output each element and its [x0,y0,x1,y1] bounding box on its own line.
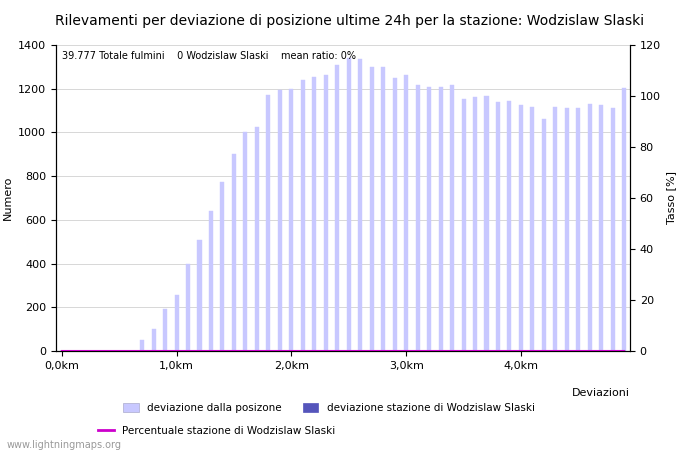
Bar [140,340,144,351]
Bar [554,107,557,351]
Bar [335,65,340,351]
Bar [622,88,626,351]
Y-axis label: Tasso [%]: Tasso [%] [666,171,676,225]
Bar [289,89,293,351]
Bar [186,264,190,351]
Bar [324,75,328,351]
Bar [312,76,316,351]
Bar [519,105,523,351]
Bar [484,96,489,351]
Bar [278,90,282,351]
Bar [473,98,477,351]
Bar [576,108,580,351]
Bar [346,58,351,351]
Bar [267,95,270,351]
Text: Rilevamenti per deviazione di posizione ultime 24h per la stazione: Wodzislaw Sl: Rilevamenti per deviazione di posizione … [55,14,645,27]
Bar [197,239,202,351]
Bar [404,75,408,351]
Bar [542,119,546,351]
Bar [427,86,431,351]
Bar [611,108,615,351]
Text: 39.777 Totale fulmini    0 Wodzislaw Slaski    mean ratio: 0%: 39.777 Totale fulmini 0 Wodzislaw Slaski… [62,51,356,61]
Bar [496,102,500,351]
Legend: deviazione dalla posizone, deviazione stazione di Wodzislaw Slaski: deviazione dalla posizone, deviazione st… [123,403,535,413]
Bar [531,107,534,351]
Bar [370,67,374,351]
Bar [301,80,304,351]
Bar [255,127,259,351]
Bar [588,104,592,351]
Bar [461,99,466,351]
Bar [508,101,512,351]
Legend: Percentuale stazione di Wodzislaw Slaski: Percentuale stazione di Wodzislaw Slaski [99,426,335,436]
Bar [450,86,454,351]
Bar [439,86,442,351]
Bar [152,329,155,351]
Bar [232,154,236,351]
Bar [163,310,167,351]
Bar [565,108,569,351]
Bar [416,86,419,351]
Bar [599,105,603,351]
Y-axis label: Numero: Numero [3,176,13,220]
Bar [209,211,213,351]
Bar [393,78,397,351]
Bar [244,132,247,351]
Text: Deviazioni: Deviazioni [572,388,630,398]
Bar [220,182,225,351]
Bar [358,59,362,351]
Bar [382,67,385,351]
Text: www.lightningmaps.org: www.lightningmaps.org [7,440,122,450]
Bar [174,295,179,351]
